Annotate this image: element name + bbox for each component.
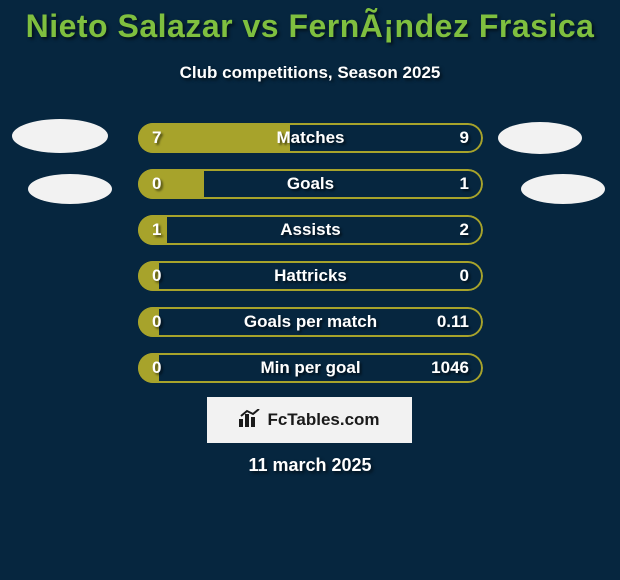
stat-label: Assists: [138, 220, 483, 240]
player-avatar-right-1: [498, 122, 582, 154]
page-title: Nieto Salazar vs FernÃ¡ndez Frasica: [0, 8, 620, 45]
source-badge: FcTables.com: [207, 397, 412, 443]
player-avatar-right-2: [521, 174, 605, 204]
source-badge-text: FcTables.com: [267, 410, 379, 430]
stat-bar: 00Hattricks: [138, 261, 483, 291]
stat-label: Matches: [138, 128, 483, 148]
stat-label: Goals: [138, 174, 483, 194]
stat-bar: 79Matches: [138, 123, 483, 153]
stat-label: Hattricks: [138, 266, 483, 286]
stat-bar: 00.11Goals per match: [138, 307, 483, 337]
stat-bar: 01046Min per goal: [138, 353, 483, 383]
player-avatar-left-1: [12, 119, 108, 153]
stat-label: Goals per match: [138, 312, 483, 332]
subtitle: Club competitions, Season 2025: [0, 63, 620, 83]
player-avatar-left-2: [28, 174, 112, 204]
stat-bar: 01Goals: [138, 169, 483, 199]
stat-label: Min per goal: [138, 358, 483, 378]
chart-icon: [239, 409, 261, 432]
comparison-infographic: Nieto Salazar vs FernÃ¡ndez Frasica Club…: [0, 0, 620, 580]
stat-bar: 12Assists: [138, 215, 483, 245]
date-text: 11 march 2025: [0, 455, 620, 476]
